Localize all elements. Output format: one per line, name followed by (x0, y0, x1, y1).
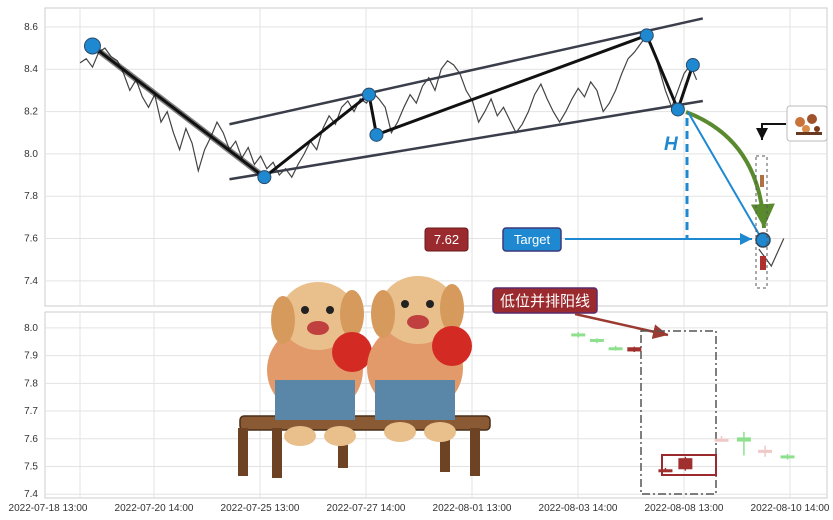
pattern-point-marker (670, 102, 685, 117)
pattern-annotation: 低位并排阳线 (492, 287, 598, 314)
price-axis: 8.6 8.4 8.2 8.0 7.8 7.6 7.4 (24, 22, 38, 287)
target-badge-text: Target (514, 232, 551, 247)
pattern-point-marker (83, 37, 101, 55)
target-badge: Target (502, 227, 562, 252)
x-tick-label: 2022-07-25 13:00 (221, 503, 300, 514)
x-tick-label: 2022-08-10 14:00 (751, 503, 830, 514)
pattern-point-marker (685, 58, 700, 73)
price-tick-label: 8.2 (24, 107, 38, 118)
pattern-label: 低位并排阳线 (500, 292, 590, 310)
channel-layer (229, 17, 704, 181)
candle-body (780, 455, 795, 459)
candle-body (736, 437, 751, 442)
candle-body (608, 347, 623, 351)
secondary-tick-label: 7.9 (24, 351, 38, 362)
price-tick-label: 8.6 (24, 22, 38, 33)
target-marker (755, 232, 771, 248)
candle-body (658, 469, 673, 473)
price-line-tail (758, 238, 785, 268)
price-candle (760, 256, 766, 270)
cartoon-illustration (238, 276, 491, 478)
secondary-axis: 8.0 7.9 7.8 7.7 7.6 7.5 7.4 (24, 323, 38, 500)
secondary-tick-label: 7.6 (24, 434, 38, 445)
candle-body (714, 438, 729, 442)
candle-body (589, 338, 604, 342)
secondary-tick-label: 7.8 (24, 378, 38, 389)
projection-line (687, 111, 761, 237)
x-tick-label: 2022-08-08 13:00 (645, 503, 724, 514)
secondary-tick-label: 8.0 (24, 323, 38, 334)
candle-body (758, 449, 773, 453)
candle-layer (571, 332, 795, 473)
pattern-point-marker (257, 170, 272, 185)
pattern-point-marker (361, 87, 376, 102)
lower-channel-line (229, 99, 704, 181)
price-candle (760, 175, 764, 187)
price-tick-label: 7.6 (24, 234, 38, 245)
x-tick-label: 2022-07-27 14:00 (327, 503, 406, 514)
series-layer (79, 34, 785, 268)
height-label: H (664, 134, 679, 155)
price-tick-label: 8.0 (24, 149, 38, 160)
x-tick-label: 2022-08-03 14:00 (539, 503, 618, 514)
price-tick-label: 7.4 (24, 276, 38, 287)
pattern-point-marker (639, 28, 654, 43)
x-tick-label: 2022-07-20 14:00 (115, 503, 194, 514)
x-axis: 2022-07-18 13:00 2022-07-20 14:00 2022-07-… (9, 503, 830, 514)
price-badge: 7.62 (424, 227, 469, 252)
pattern-thumbnail-icon (786, 105, 828, 142)
bracket-arrow (756, 123, 786, 140)
price-line (79, 34, 698, 179)
x-tick-label: 2022-07-18 13:00 (9, 503, 88, 514)
candle-body (627, 347, 642, 352)
price-tick-label: 8.4 (24, 64, 38, 75)
secondary-tick-label: 7.5 (24, 462, 38, 473)
secondary-tick-label: 7.4 (24, 489, 38, 500)
price-panel-frame (44, 7, 828, 307)
projection-curve-arrow (685, 110, 775, 229)
candle-body (678, 458, 693, 470)
pattern-point-marker (369, 127, 384, 142)
x-tick-label: 2022-08-01 13:00 (433, 503, 512, 514)
candle-highlight-box (661, 454, 717, 476)
upper-channel-line (229, 17, 704, 126)
pattern-highlight-box (640, 330, 717, 495)
price-tick-label: 7.8 (24, 191, 38, 202)
pattern-layer (83, 28, 700, 185)
price-badge-text: 7.62 (434, 232, 459, 247)
candle-body (571, 333, 586, 337)
secondary-tick-label: 7.7 (24, 406, 38, 417)
